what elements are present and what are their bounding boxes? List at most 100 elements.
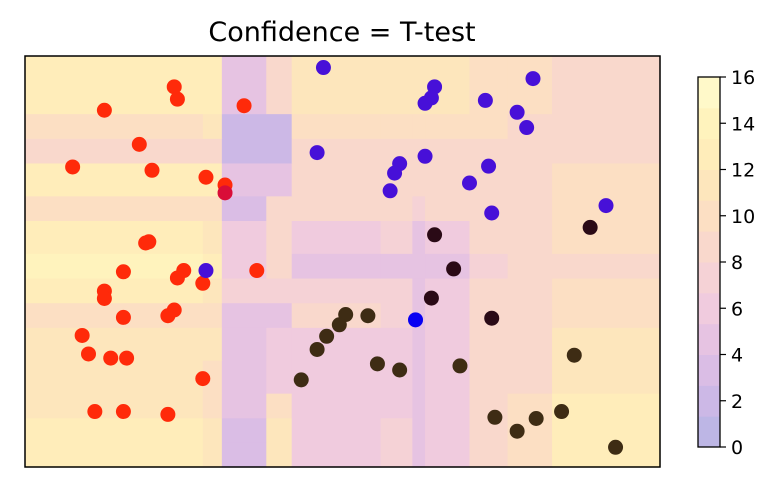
contour-cell [221, 195, 267, 221]
scatter-point [462, 175, 477, 191]
scatter-point [608, 439, 624, 455]
scatter-point [144, 162, 160, 178]
colorbar-ticks: 0 2 4 6 8 10 12 14 16 [720, 67, 755, 459]
scatter-point [160, 308, 176, 324]
contour-cell [380, 417, 413, 443]
contour-cell [25, 417, 204, 443]
contour-cell [507, 277, 553, 304]
scatter-point [417, 95, 433, 111]
contour-cell [507, 360, 553, 394]
scatter-point [65, 159, 81, 175]
colorbar-band [698, 416, 720, 448]
contour-cell [469, 327, 509, 361]
contour-cell [291, 138, 382, 164]
contour-cell [266, 277, 293, 304]
scatter-point [198, 169, 214, 185]
scatter-point [427, 227, 443, 243]
contour-cell [552, 302, 661, 328]
contour-cell [552, 253, 661, 279]
scatter-point [528, 411, 544, 426]
scatter-point [392, 362, 408, 378]
scatter-point [481, 158, 497, 174]
contour-cell [380, 302, 413, 328]
contour-cell [552, 417, 661, 443]
contour-cell [291, 113, 382, 139]
scatter-point [387, 165, 403, 181]
colorbar-tick-label: 16 [731, 67, 755, 89]
contour-cell [412, 277, 426, 304]
contour-cell [507, 442, 553, 468]
scatter-point [598, 198, 614, 214]
contour-cell [25, 195, 204, 221]
colorbar-band [698, 200, 720, 232]
contour-cell [412, 417, 426, 443]
scatter-point [408, 312, 424, 328]
contour-cell [266, 162, 293, 197]
contour-cell [552, 113, 661, 139]
scatter-point [554, 404, 570, 420]
contour-cell [202, 88, 223, 115]
contour-cell [469, 253, 509, 279]
contour-cell [507, 162, 553, 197]
scatter-point [160, 406, 176, 422]
scatter-point [141, 234, 157, 250]
contour-cell [412, 442, 426, 468]
contour-cell [380, 327, 413, 361]
contour-cell [469, 277, 509, 304]
scatter-point [509, 423, 525, 439]
contour-cell [202, 393, 223, 419]
contour-cell [221, 442, 267, 468]
colorbar-band [698, 169, 720, 201]
contour-cell [469, 56, 509, 90]
colorbar-tick-label: 2 [731, 391, 743, 413]
contour-cell [266, 327, 293, 361]
contour-cell [507, 138, 553, 164]
contour-cell [552, 220, 661, 254]
scatter-point [103, 350, 119, 366]
contour-cell [221, 360, 267, 394]
contour-cell [412, 327, 426, 361]
contour-cell [291, 277, 382, 304]
contour-cell [552, 162, 661, 197]
contour-cell [552, 88, 661, 115]
contour-cell [202, 56, 223, 90]
contour-cell [291, 442, 382, 468]
contour-cell [425, 138, 471, 164]
scatter-point [96, 102, 112, 118]
contour-cell [552, 277, 661, 304]
scatter-point [452, 358, 468, 374]
contour-cell [221, 56, 267, 90]
contour-cell [412, 195, 426, 221]
contour-cell [25, 442, 204, 468]
scatter-point [509, 104, 525, 120]
contour-cell [25, 220, 204, 254]
contour-cell [469, 113, 509, 139]
colorbar-band [698, 262, 720, 294]
colorbar-band [698, 292, 720, 325]
contour-cell [425, 417, 471, 443]
contour-cell [202, 220, 223, 254]
scatter-point [315, 60, 331, 76]
contour-cell [221, 327, 267, 361]
scatter-point [487, 409, 503, 425]
contour-cell [266, 56, 293, 90]
chart-title: Confidence = T-test [208, 17, 475, 48]
contour-cell [412, 360, 426, 394]
contour-cell [380, 393, 413, 419]
contour-cell [291, 417, 382, 443]
scatter-point [519, 120, 535, 136]
contour-cell [412, 56, 426, 90]
contour-cell [266, 220, 293, 254]
contour-cell [469, 417, 509, 443]
contour-cell [425, 327, 471, 361]
contour-cell [291, 162, 382, 197]
scatter-point [293, 372, 309, 388]
contour-cell [291, 195, 382, 221]
contour-cell [412, 113, 426, 139]
scatter-point [81, 346, 96, 362]
scatter-point [115, 264, 131, 280]
colorbar-band [698, 354, 720, 386]
scatter-point [582, 219, 598, 235]
contour-cell [412, 393, 426, 419]
scatter-point [382, 183, 398, 199]
